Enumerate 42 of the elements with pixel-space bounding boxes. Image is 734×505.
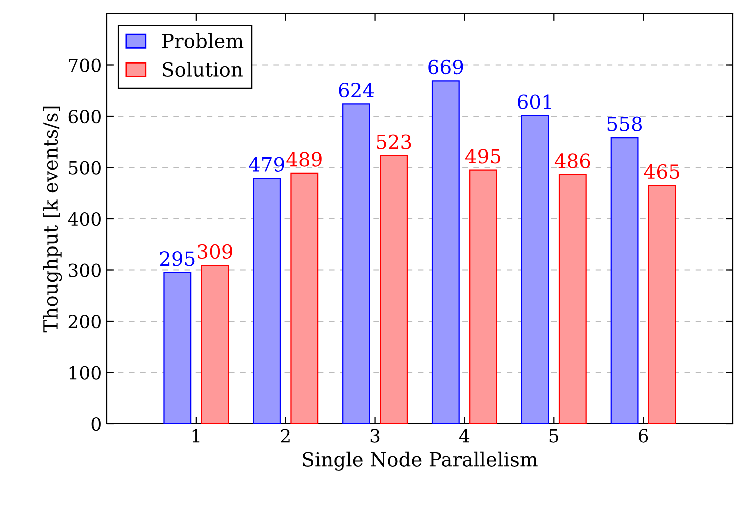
bar: [432, 80, 460, 424]
bar: [610, 137, 639, 424]
data-label: 486: [554, 154, 590, 168]
x-tick-label: 2: [281, 429, 290, 443]
data-label: 624: [339, 82, 374, 98]
data-label: 309: [198, 244, 232, 260]
x-axis-title: Single Node Parallelism: [303, 452, 538, 471]
data-label: 601: [518, 94, 552, 110]
bar: [648, 185, 676, 424]
x-tick-label: 4: [460, 429, 470, 443]
y-tick-label: 400: [68, 212, 101, 226]
data-label: 295: [160, 252, 195, 266]
bar: [253, 178, 282, 424]
y-tick-label: 100: [70, 366, 101, 380]
y-tick-label: 200: [68, 314, 101, 329]
y-tick-label: 600: [68, 110, 101, 124]
bar: [342, 104, 370, 424]
y-axis-title: Thoughput [k events/s]: [43, 106, 62, 333]
bar: [290, 172, 319, 424]
data-label: 489: [286, 152, 322, 167]
bar: [558, 174, 587, 424]
bar: [164, 272, 192, 424]
data-label: 523: [377, 134, 412, 150]
bar: [380, 155, 408, 424]
bar: [470, 170, 498, 424]
bar: [521, 115, 550, 424]
bar: [201, 265, 230, 424]
data-label: 465: [644, 164, 680, 180]
x-tick-label: 5: [550, 429, 558, 443]
data-label: 479: [249, 157, 284, 172]
y-tick-label: 700: [69, 58, 101, 72]
legend-label: Solution: [163, 62, 243, 78]
x-tick-label: 1: [192, 429, 200, 443]
x-tick-label: 6: [639, 429, 648, 443]
data-label: 669: [428, 60, 464, 75]
y-tick-label: 300: [69, 264, 101, 278]
y-tick-label: 500: [69, 161, 101, 175]
y-tick-label: 0: [92, 417, 101, 432]
data-label: 495: [466, 149, 501, 164]
legend-label: Problem: [162, 33, 244, 48]
data-label: 558: [608, 116, 642, 132]
x-tick-label: 3: [370, 429, 380, 443]
